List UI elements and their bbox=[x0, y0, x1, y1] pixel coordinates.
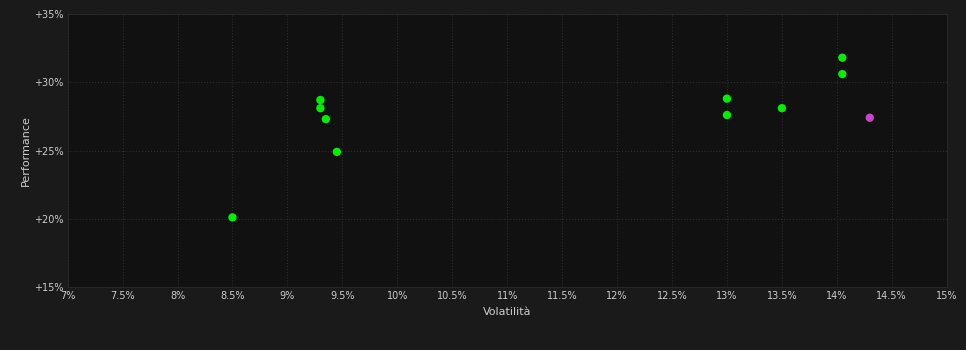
Point bbox=[835, 71, 850, 77]
Point bbox=[225, 215, 241, 220]
Point bbox=[719, 112, 734, 118]
Point bbox=[329, 149, 345, 155]
Y-axis label: Performance: Performance bbox=[21, 115, 31, 186]
X-axis label: Volatilità: Volatilità bbox=[483, 307, 531, 317]
Point bbox=[313, 97, 328, 103]
Point bbox=[719, 96, 734, 101]
Point bbox=[313, 105, 328, 111]
Point bbox=[862, 115, 877, 120]
Point bbox=[835, 55, 850, 61]
Point bbox=[774, 105, 789, 111]
Point bbox=[318, 116, 333, 122]
